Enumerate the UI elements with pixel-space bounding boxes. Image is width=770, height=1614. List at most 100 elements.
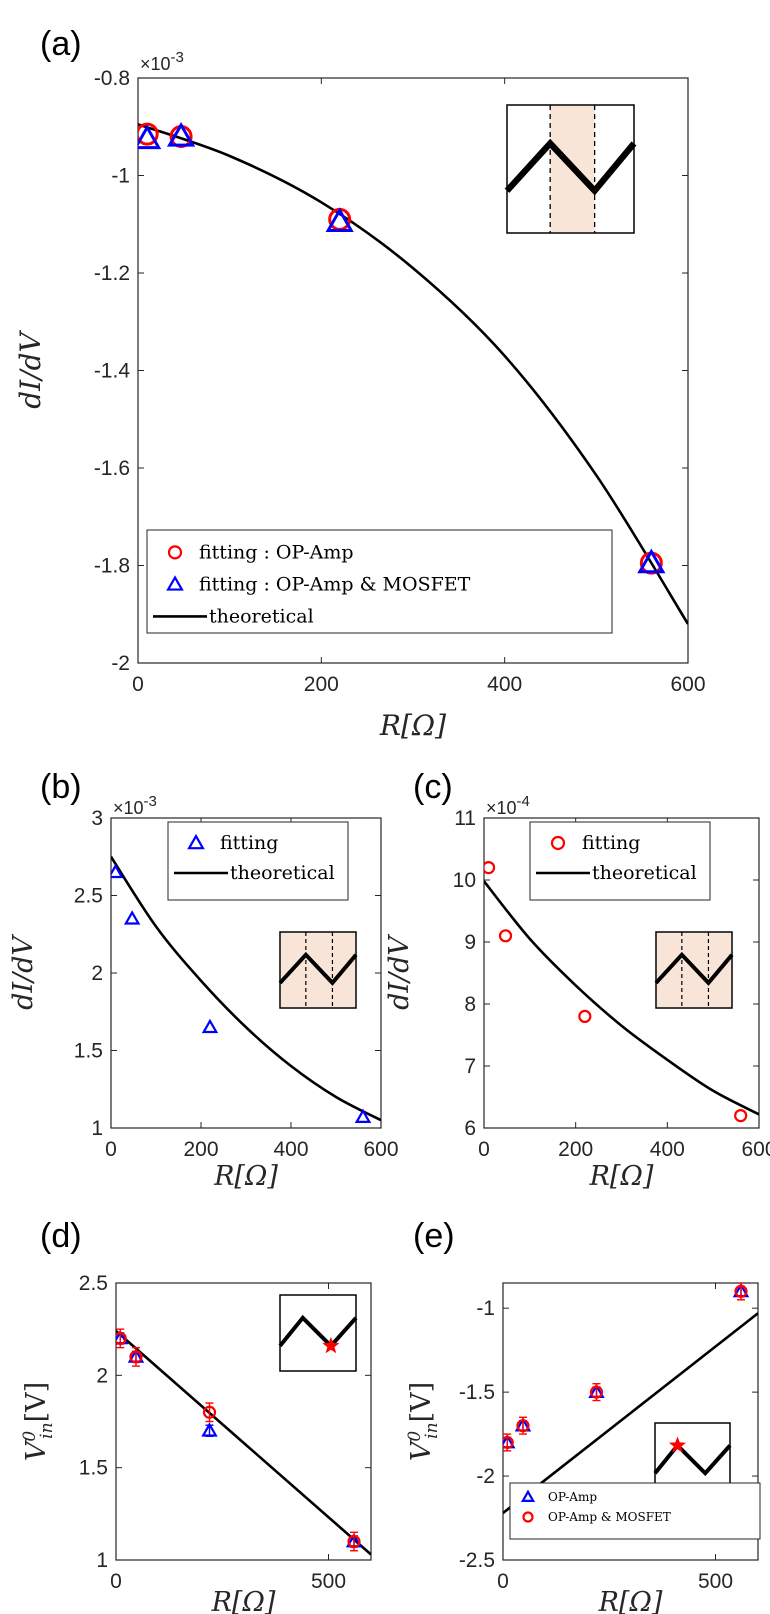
y-axis-label: V0in[V] [20, 1382, 57, 1461]
data-point-circle [550, 835, 566, 851]
panel-label: (a) [40, 25, 82, 63]
axis-exponent-power: -4 [517, 793, 530, 810]
axis-exponent-base: ×10 [113, 798, 144, 818]
legend-label: OP-Amp & MOSFET [548, 1510, 671, 1524]
inset-waveform [504, 138, 637, 196]
data-point-circle [589, 1385, 604, 1399]
data-point-circle [347, 1534, 361, 1549]
data-point-triangle [166, 575, 184, 591]
data-point-circle [503, 1435, 514, 1450]
axis-exponent-power: -3 [144, 793, 157, 810]
y-tick-label: 2 [91, 962, 103, 985]
y-tick-label: -1.4 [94, 360, 131, 383]
y-tick-label: -2.5 [459, 1549, 495, 1572]
y-axis-label: dI/dV [8, 934, 39, 1010]
y-tick-label: -2 [476, 1465, 495, 1488]
data-point-circle [138, 122, 159, 146]
data-point-circle [167, 545, 183, 560]
theoretical-curve [111, 856, 381, 1122]
y-label-sup: 0 [20, 1431, 40, 1442]
y-tick-label: 11 [454, 807, 476, 830]
y-tick-label: 8 [464, 993, 476, 1016]
legend-frame [529, 821, 711, 901]
inset-waveform [654, 951, 734, 986]
y-label-main: V [406, 1439, 437, 1461]
plot-area [484, 861, 759, 1123]
x-tick-label: 0 [478, 1138, 490, 1161]
plot-area [138, 121, 688, 625]
x-tick-label: 0 [497, 1570, 509, 1593]
data-point-circle [202, 1405, 217, 1419]
panel-b: (b) 0 200 400 600 1 1.5 2 2.5 3 ×10-3 R[Ω] dI/dV fitt… [8, 768, 399, 1192]
x-tick-label: 500 [698, 1570, 733, 1593]
axes-frame [502, 1282, 759, 1561]
data-point-triangle [201, 1018, 219, 1034]
y-tick-label: -1.8 [94, 555, 130, 578]
legend-label: fitting [582, 832, 640, 854]
x-tick-label: 0 [132, 673, 144, 696]
y-tick-label: -1.5 [459, 1381, 495, 1404]
theoretical-curve [484, 880, 759, 1116]
y-axis-label-group: dI/dV [14, 329, 47, 408]
data-point-triangle [111, 863, 124, 879]
theoretical-curve [138, 123, 688, 625]
y-label-sub: in [37, 1422, 57, 1438]
panel-label: (e) [413, 1217, 455, 1255]
x-tick-label: 200 [558, 1138, 593, 1161]
y-tick-label: -1 [476, 1297, 495, 1320]
axis-exponent-base: ×10 [140, 54, 171, 74]
axis-exponent: ×10-3 [113, 793, 157, 818]
data-point-triangle [166, 121, 196, 147]
data-point-triangle [123, 910, 141, 925]
y-axis-label-group: dI/dV [384, 934, 415, 1010]
x-axis-label: R[Ω] [213, 1161, 278, 1192]
y-tick-label: 7 [464, 1055, 476, 1078]
y-tick-label: 3 [91, 807, 103, 830]
axes-frame [483, 817, 760, 1129]
y-tick-label: 2.5 [74, 885, 103, 908]
x-axis-label: R[Ω] [211, 1587, 276, 1614]
data-point-triangle [325, 207, 354, 232]
y-tick-label: 6 [464, 1117, 476, 1140]
data-point-circle [522, 1511, 534, 1523]
data-point-circle [516, 1419, 530, 1433]
y-tick-label: -2 [111, 652, 130, 675]
panel-label: (b) [40, 768, 82, 806]
data-point-circle [498, 929, 513, 943]
y-tick-label: -1.6 [94, 457, 130, 480]
y-label-unit: [V] [406, 1382, 437, 1423]
y-axis-label: V0in[V] [405, 1382, 442, 1461]
y-axis-label-group: dI/dV [8, 934, 39, 1010]
data-point-circle [734, 1108, 748, 1123]
axes-frame [115, 1282, 372, 1561]
y-label-unit: [V] [21, 1382, 52, 1423]
data-point-circle [484, 861, 496, 875]
y-axis-label: dI/dV [384, 934, 415, 1010]
inset-star-marker [322, 1336, 340, 1354]
axis-exponent-base: ×10 [486, 798, 517, 818]
y-label-sub: in [422, 1422, 442, 1438]
y-tick-label: 2.5 [79, 1272, 108, 1295]
legend-label: theoretical [592, 862, 697, 884]
legend: fitting theoretical [529, 821, 711, 901]
legend-frame [509, 1482, 761, 1540]
data-point-circle [116, 1331, 127, 1345]
panel-e: (e)0 500-2.5-2-1.5-1R[Ω]V0in[V]OP-AmpOP-A… [405, 1217, 761, 1614]
legend: OP-Amp OP-Amp & MOSFET [509, 1482, 761, 1540]
panel-label: (c) [413, 768, 453, 806]
x-tick-label: 200 [183, 1138, 218, 1161]
y-tick-label: -1 [111, 165, 130, 188]
inset-waveform [278, 1314, 358, 1349]
data-point-circle [734, 1284, 748, 1298]
y-label-sup: 0 [405, 1431, 425, 1442]
x-tick-label: 500 [311, 1570, 346, 1593]
axis-exponent: ×10-3 [140, 49, 184, 74]
y-tick-label: 9 [464, 931, 476, 954]
x-tick-label: 0 [110, 1570, 122, 1593]
data-point-triangle [187, 833, 205, 850]
y-tick-label: -1.2 [94, 262, 130, 285]
data-point-triangle [138, 124, 162, 150]
legend-label: fitting [220, 832, 278, 854]
plot-area [111, 856, 381, 1123]
x-tick-label: 400 [487, 673, 522, 696]
